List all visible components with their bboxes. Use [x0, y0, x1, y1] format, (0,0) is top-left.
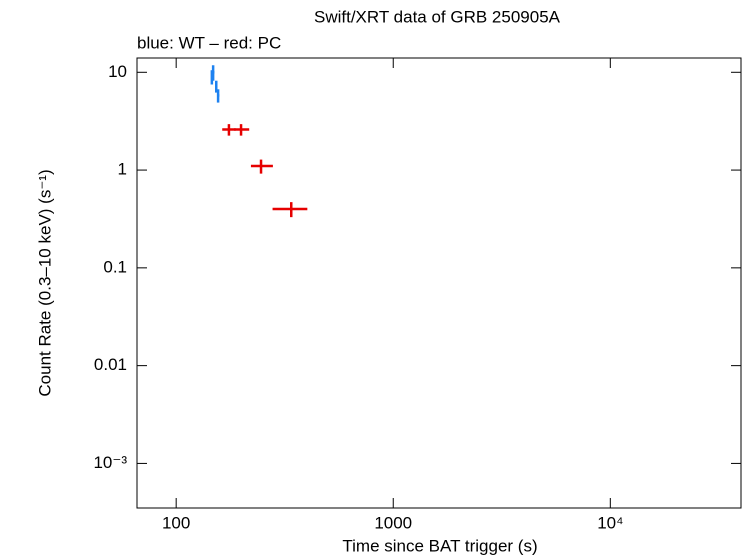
- y-tick-label: 10: [108, 62, 127, 81]
- x-tick-label: 10⁴: [597, 513, 623, 532]
- y-axis-label: Count Rate (0.3–10 keV) (s⁻¹): [35, 169, 54, 396]
- y-tick-label: 1: [118, 160, 127, 179]
- y-tick-label: 0.1: [103, 257, 127, 276]
- y-tick-label: 10⁻³: [93, 453, 127, 472]
- x-tick-label: 100: [162, 513, 190, 532]
- x-axis-label: Time since BAT trigger (s): [342, 536, 537, 555]
- chart-title: Swift/XRT data of GRB 250905A: [314, 7, 561, 26]
- x-tick-label: 1000: [374, 513, 412, 532]
- chart-subtitle: blue: WT – red: PC: [137, 33, 281, 52]
- plot-frame: [136, 57, 742, 509]
- y-tick-label: 0.01: [94, 355, 127, 374]
